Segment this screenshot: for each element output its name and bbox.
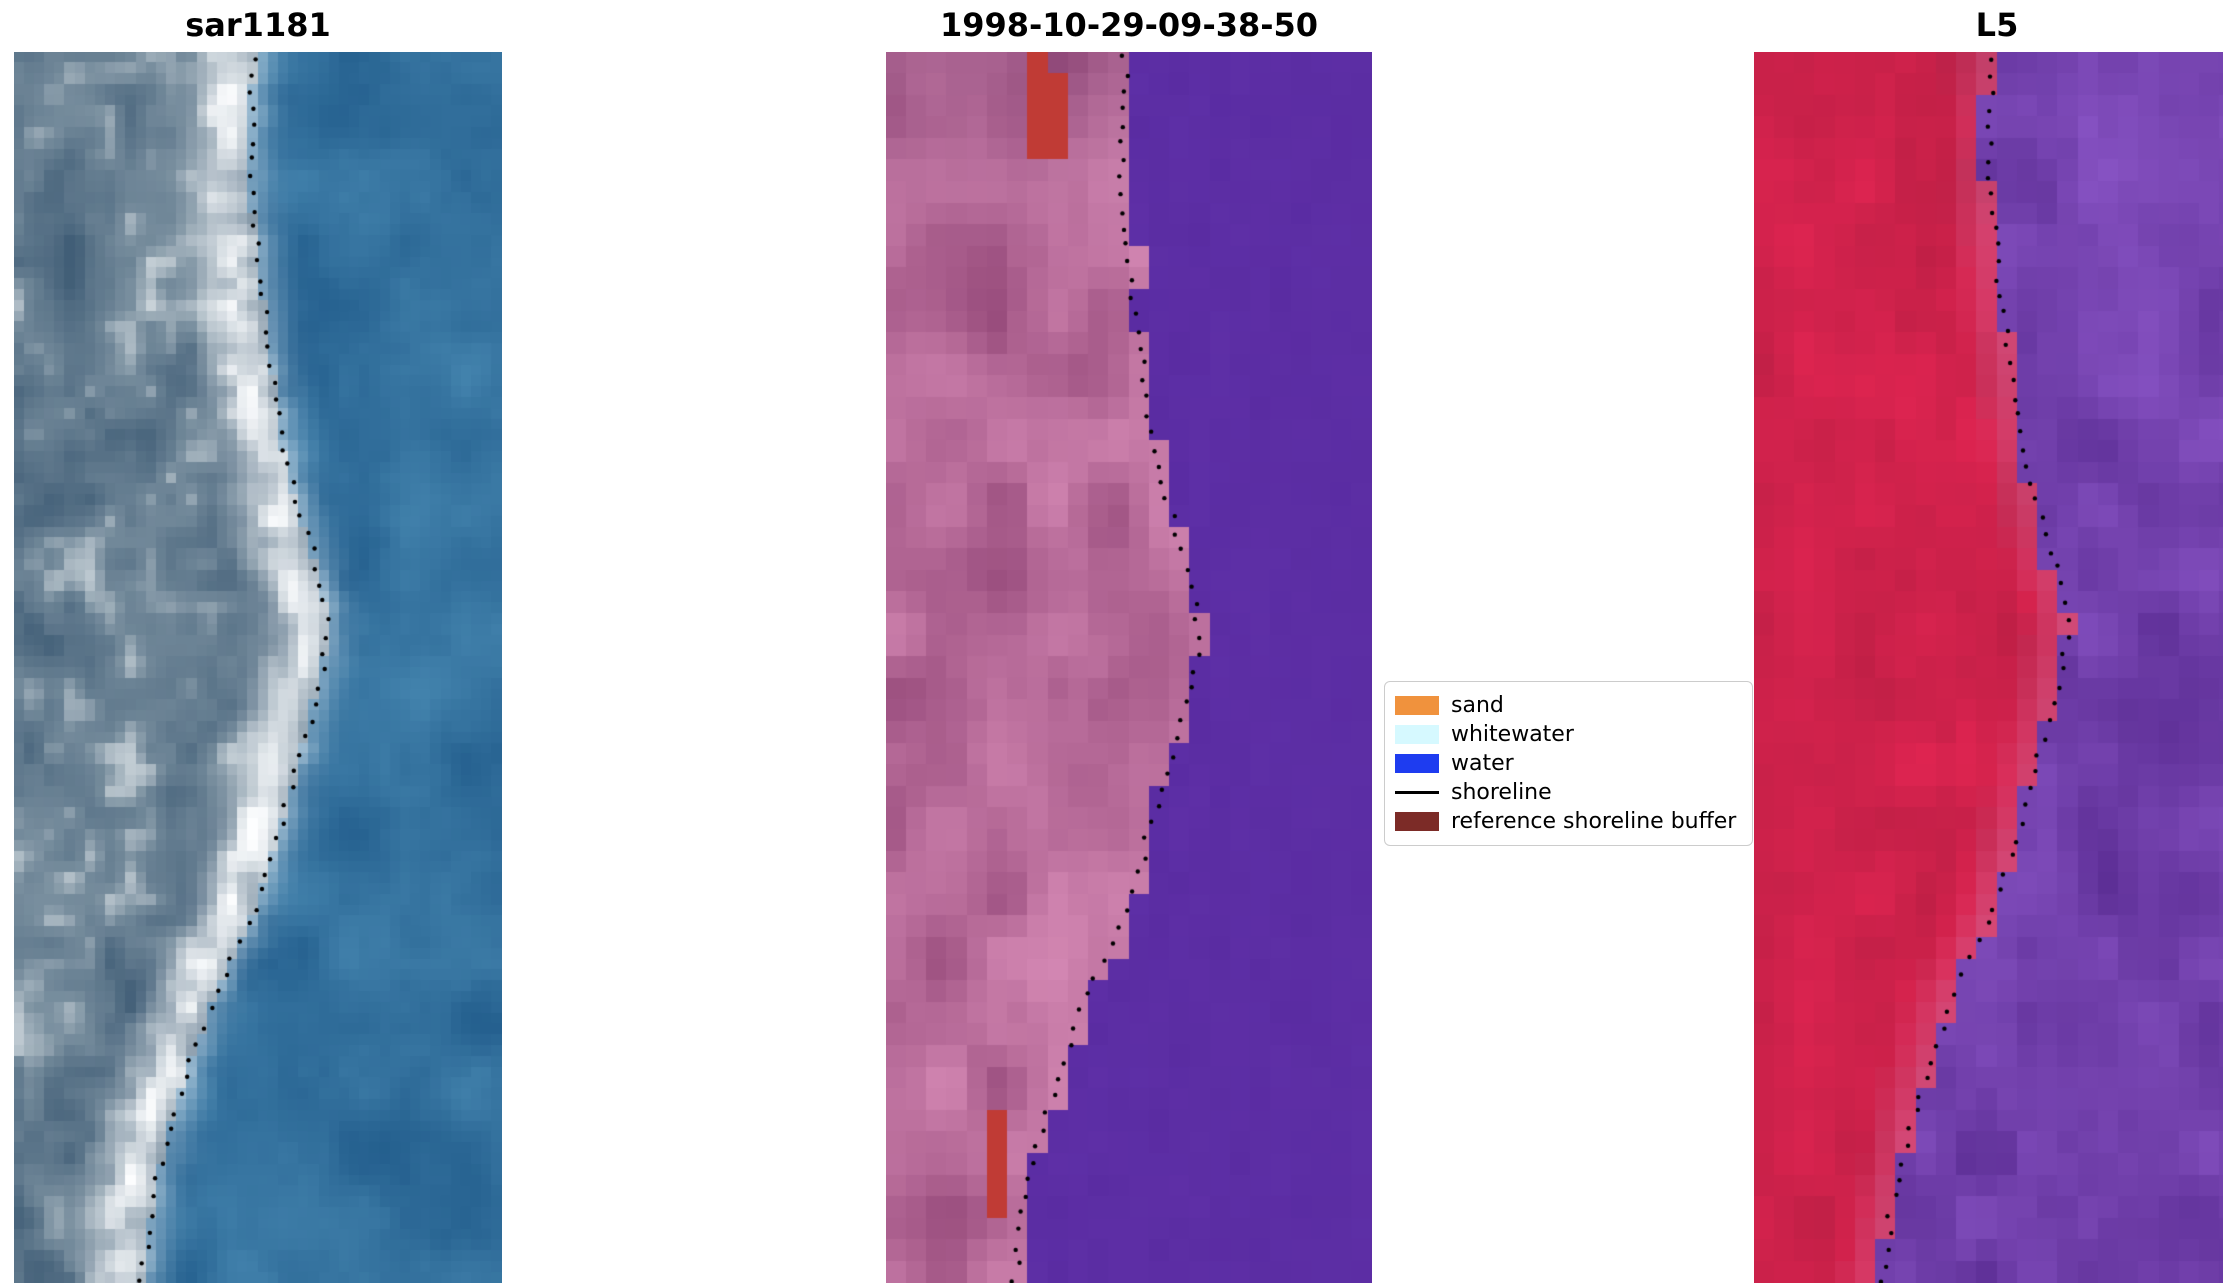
- panel-title-l5: L5: [1975, 6, 2019, 44]
- panel-sar1181: sar1181: [14, 6, 502, 1283]
- legend-item: sand: [1395, 691, 1736, 720]
- shoreline-line: [1395, 791, 1439, 794]
- classified-image-canvas: [886, 52, 1372, 1283]
- buffer-swatch: [1395, 812, 1439, 831]
- water-swatch: [1395, 754, 1439, 773]
- whitewater-swatch: [1395, 725, 1439, 744]
- legend-item: water: [1395, 749, 1736, 778]
- legend-label: whitewater: [1451, 722, 1574, 747]
- legend: sand whitewater water shoreline reference sh…: [1384, 681, 1754, 846]
- legend-item: shoreline: [1395, 778, 1736, 807]
- legend-label: reference shoreline buffer: [1451, 809, 1737, 834]
- sand-swatch: [1395, 696, 1439, 715]
- sar-image-canvas: [14, 52, 502, 1283]
- panel-l5: L5: [1754, 6, 2223, 1283]
- legend-label: shoreline: [1451, 780, 1552, 805]
- legend-label: water: [1451, 751, 1514, 776]
- legend-label: sand: [1451, 693, 1504, 718]
- panel-title-sar1181: sar1181: [185, 6, 331, 44]
- l5-image-canvas: [1754, 52, 2223, 1283]
- panel-classified: 1998-10-29-09-38-50: [886, 6, 1372, 1283]
- legend-item: reference shoreline buffer: [1395, 807, 1736, 836]
- panel-title-date: 1998-10-29-09-38-50: [939, 6, 1319, 44]
- legend-item: whitewater: [1395, 720, 1736, 749]
